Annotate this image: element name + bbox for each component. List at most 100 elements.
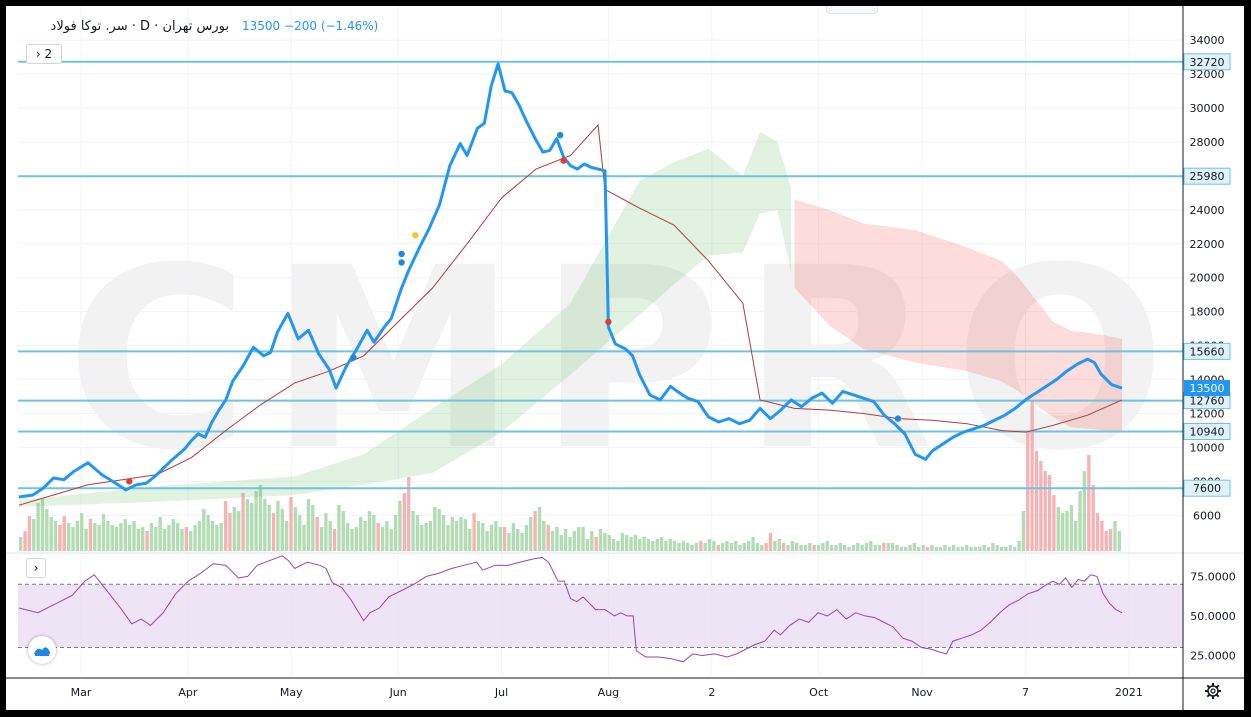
rsi-pane [6, 552, 1244, 663]
price-readout: 13500 −200 (−1.46%) [242, 19, 378, 33]
volume-bar [210, 521, 215, 551]
volume-bars [19, 401, 1121, 551]
volume-bar [542, 521, 546, 551]
volume-bar [1013, 547, 1017, 551]
volume-bar [127, 525, 132, 551]
price-tick-label: 18000 [1190, 306, 1225, 319]
volume-bar [1100, 521, 1104, 551]
volume-bar [402, 493, 407, 551]
current-price-box [1184, 380, 1230, 397]
volume-bar [363, 521, 367, 551]
volume-bar [162, 529, 167, 551]
volume-bar [359, 517, 363, 551]
volume-bar [463, 519, 468, 551]
volume-bar [241, 493, 245, 551]
volume-bar [629, 537, 633, 551]
rsi-tick-label: 50.0000 [1190, 610, 1236, 623]
volume-bar [869, 541, 873, 551]
volume-bar [904, 547, 908, 551]
volume-bar [415, 515, 420, 551]
volume-bar [690, 545, 694, 551]
volume-bar [620, 533, 624, 551]
price-tick-label: 34000 [1190, 34, 1225, 47]
volume-bar [27, 516, 32, 551]
logo-icon[interactable] [28, 636, 56, 664]
level-label-box [1183, 53, 1231, 71]
level-label: 7600 [1193, 482, 1221, 495]
volume-bar [642, 537, 646, 551]
volume-bar [472, 513, 476, 551]
volume-bar [446, 525, 450, 551]
volume-bar [703, 543, 707, 551]
volume-bar [459, 517, 463, 551]
volume-bar [380, 527, 385, 551]
chevron-right-icon: › [33, 561, 39, 575]
volume-bar [184, 527, 189, 551]
signal-marker [398, 259, 405, 266]
volume-bar [189, 531, 193, 551]
top-drag-handle[interactable] [826, 6, 878, 14]
time-tick-label: Aug [598, 686, 619, 699]
volume-bar [965, 545, 969, 551]
volume-bar [686, 543, 690, 551]
volume-bar [36, 503, 40, 551]
signal-marker [126, 478, 133, 485]
volume-bar [747, 541, 751, 551]
gear-icon[interactable] [1202, 680, 1224, 702]
volume-bar [895, 545, 899, 551]
volume-bar [537, 507, 542, 551]
volume-bar [925, 547, 930, 551]
price-tick-label: 10000 [1190, 441, 1225, 454]
chart-frame: CMPRO 6000800010000120001400016000180002… [6, 6, 1244, 710]
volume-bar [32, 519, 36, 551]
volume-bar [921, 545, 925, 551]
volume-bar [795, 543, 799, 551]
volume-bar [232, 507, 236, 551]
legend-toggle-button[interactable]: › 2 [26, 44, 62, 64]
volume-bar [999, 547, 1004, 551]
volume-bar [738, 545, 742, 551]
volume-bar [276, 501, 280, 551]
volume-bar [328, 521, 332, 551]
volume-bar [978, 547, 982, 551]
volume-bar [132, 521, 136, 551]
volume-bar [755, 543, 760, 551]
volume-bar [1034, 451, 1039, 551]
rsi-legend-toggle-button[interactable]: › [26, 558, 46, 578]
volume-bar [398, 501, 402, 551]
level-label-box [1183, 167, 1231, 185]
signal-marker [894, 415, 902, 422]
volume-bar [603, 533, 607, 551]
volume-bar [502, 527, 507, 551]
volume-bar [53, 521, 58, 551]
volume-bar [1108, 529, 1113, 551]
volume-bar [577, 527, 581, 551]
volume-bar [367, 511, 372, 551]
volume-bar [123, 519, 127, 551]
volume-bar [454, 521, 459, 551]
volume-bar [476, 521, 481, 551]
volume-bar [760, 545, 764, 551]
volume-bar [873, 545, 877, 551]
level-label-box [1183, 342, 1231, 360]
time-tick-label: 2 [708, 686, 715, 699]
symbol-title[interactable]: بورس تهران · D · سر. توکا فولاد [50, 19, 229, 34]
price-change: −200 [284, 19, 317, 33]
volume-bar [808, 543, 812, 551]
rsi-line [18, 555, 1123, 663]
volume-bar [668, 539, 672, 551]
volume-bar [917, 547, 921, 551]
volume-bar [228, 513, 232, 551]
volume-bar [219, 523, 223, 551]
volume-bar [428, 521, 433, 551]
volume-bar [136, 529, 141, 551]
volume-bar [960, 547, 965, 551]
time-tick-label: Nov [911, 686, 933, 699]
price-tick-label: 6000 [1193, 509, 1221, 522]
volume-bar [982, 545, 986, 551]
time-tick-label: Mar [71, 686, 92, 699]
volume-bar [1004, 547, 1008, 551]
volume-bar [516, 529, 520, 551]
volume-bar [1117, 531, 1121, 551]
volume-bar [97, 525, 101, 551]
